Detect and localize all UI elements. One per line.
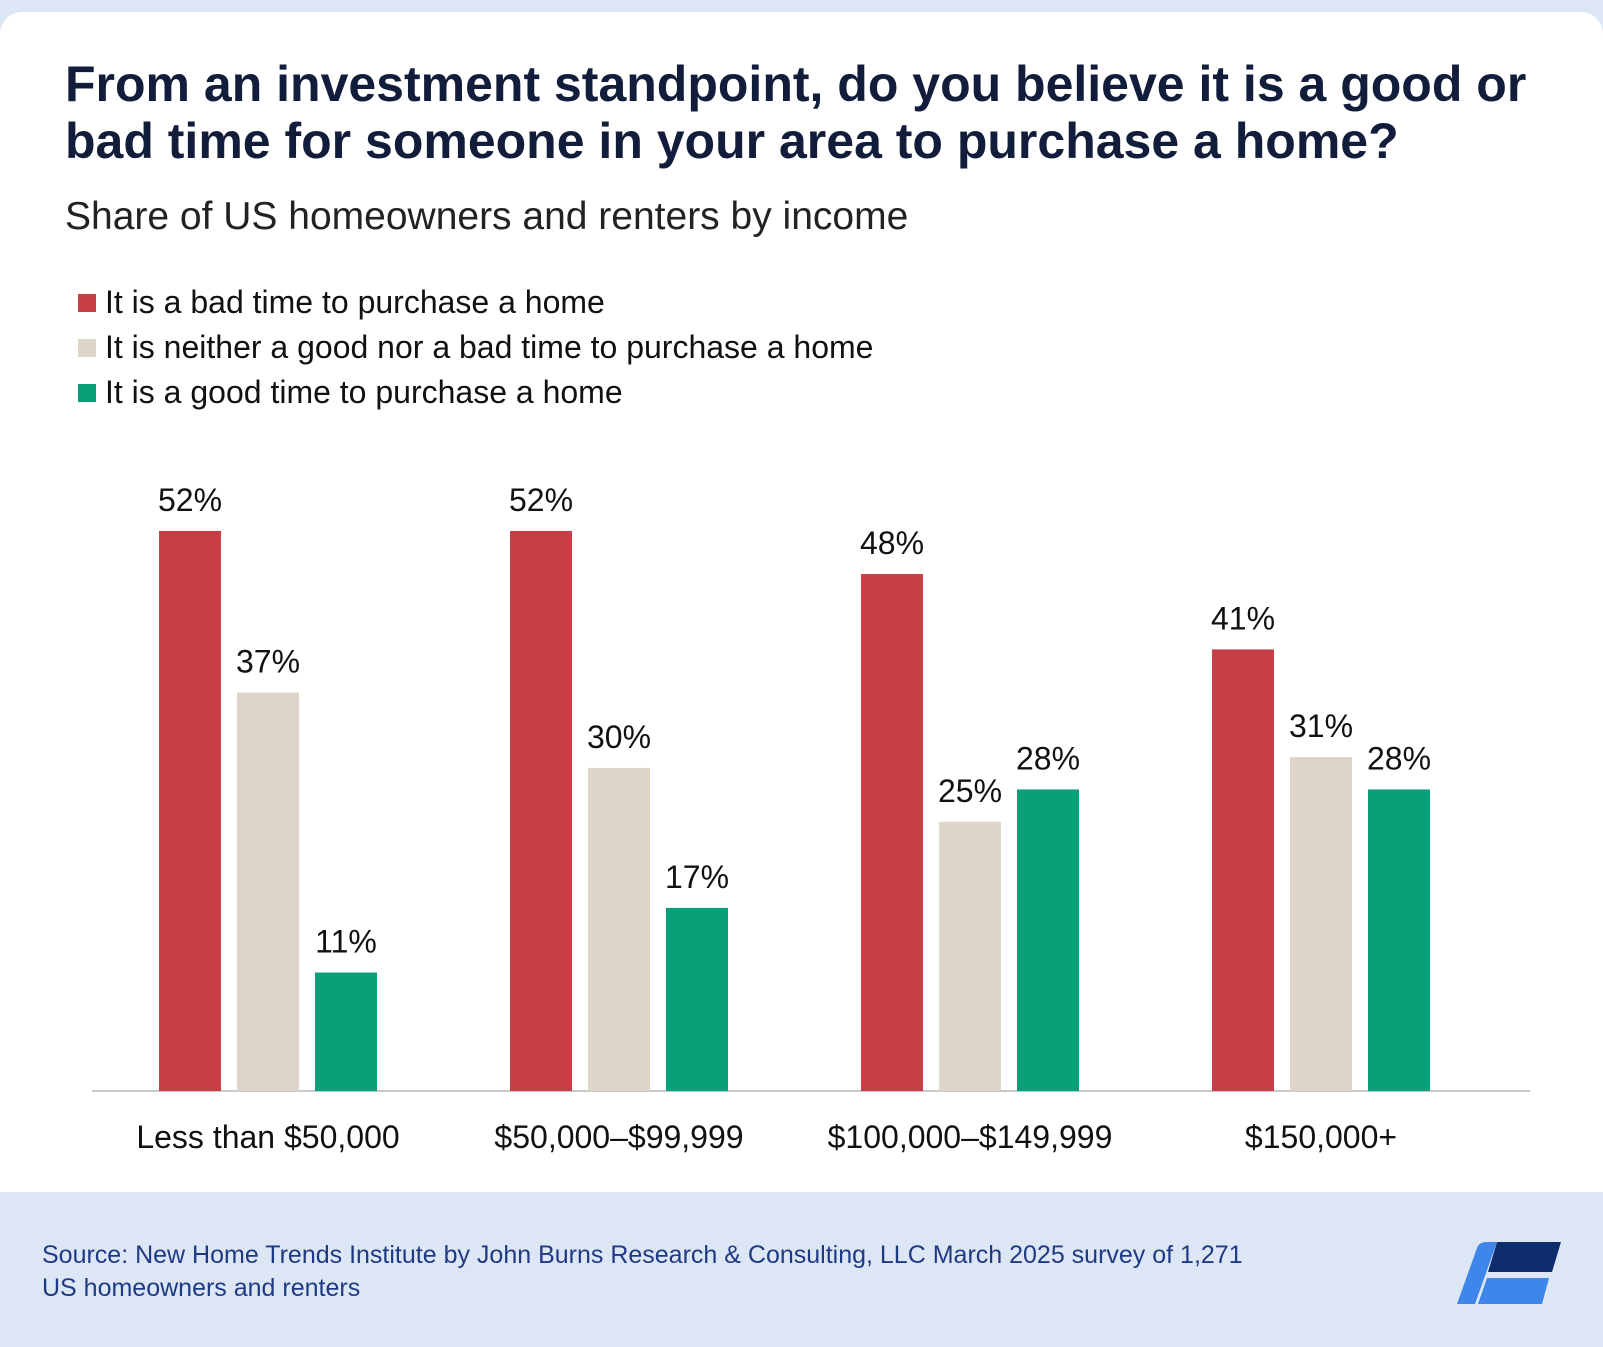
data-label-bad-less-than-50-000: 52%: [158, 482, 222, 518]
x-tick-label-150-000: $150,000+: [1245, 1119, 1397, 1155]
data-label-neither-less-than-50-000: 37%: [236, 644, 300, 680]
legend-swatch-good: [78, 383, 96, 402]
bar-bad-less-than-50-000: [159, 530, 221, 1091]
legend-item-bad: It is a bad time to purchase a home: [78, 280, 873, 325]
chart-legend: It is a bad time to purchase a home It i…: [78, 280, 873, 415]
bar-bad-100-000-149-999: [861, 574, 923, 1091]
bar-neither-100-000-149-999: [939, 821, 1001, 1091]
chart-title: From an investment standpoint, do you be…: [65, 56, 1527, 169]
legend-swatch-neither: [78, 338, 96, 357]
bar-neither-50-000-99-999: [588, 767, 650, 1091]
data-label-neither-50-000-99-999: 30%: [587, 719, 651, 755]
data-label-bad-150-000: 41%: [1211, 600, 1275, 636]
x-tick-label-50-000-99-999: $50,000–$99,999: [494, 1119, 743, 1155]
data-label-good-50-000-99-999: 17%: [665, 859, 729, 895]
data-label-neither-100-000-149-999: 25%: [938, 773, 1002, 809]
footer: Source: New Home Trends Institute by Joh…: [0, 1192, 1603, 1347]
source-note: Source: New Home Trends Institute by Joh…: [42, 1241, 1243, 1302]
x-tick-label-100-000-149-999: $100,000–$149,999: [828, 1119, 1113, 1155]
legend-item-good: It is a good time to purchase a home: [78, 370, 873, 415]
data-label-good-less-than-50-000: 11%: [315, 924, 377, 960]
bar-bad-50-000-99-999: [510, 530, 572, 1091]
bar-good-150-000: [1368, 789, 1430, 1091]
bar-neither-150-000: [1290, 757, 1352, 1091]
company-logo-icon: [1457, 1242, 1561, 1304]
data-label-bad-50-000-99-999: 52%: [509, 482, 573, 518]
data-label-neither-150-000: 31%: [1289, 708, 1353, 744]
bar-chart: 52% 37% 11% Less than $50,000 52% 30% 17% $50,0…: [92, 482, 1530, 1155]
legend-item-neither: It is neither a good nor a bad time to p…: [78, 325, 873, 370]
bar-good-less-than-50-000: [315, 972, 377, 1091]
data-label-good-100-000-149-999: 28%: [1016, 740, 1080, 776]
bar-good-50-000-99-999: [666, 907, 728, 1091]
legend-label-good: It is a good time to purchase a home: [105, 374, 623, 410]
legend-label-bad: It is a bad time to purchase a home: [105, 284, 605, 320]
legend-swatch-bad: [78, 293, 96, 312]
bar-neither-less-than-50-000: [237, 692, 299, 1091]
x-tick-label-less-than-50-000: Less than $50,000: [136, 1119, 399, 1155]
data-label-good-150-000: 28%: [1367, 740, 1431, 776]
bar-good-100-000-149-999: [1017, 789, 1079, 1091]
data-label-bad-100-000-149-999: 48%: [860, 525, 924, 561]
bar-bad-150-000: [1212, 649, 1274, 1091]
chart-subtitle: Share of US homeowners and renters by in…: [65, 195, 909, 238]
legend-label-neither: It is neither a good nor a bad time to p…: [105, 329, 874, 365]
